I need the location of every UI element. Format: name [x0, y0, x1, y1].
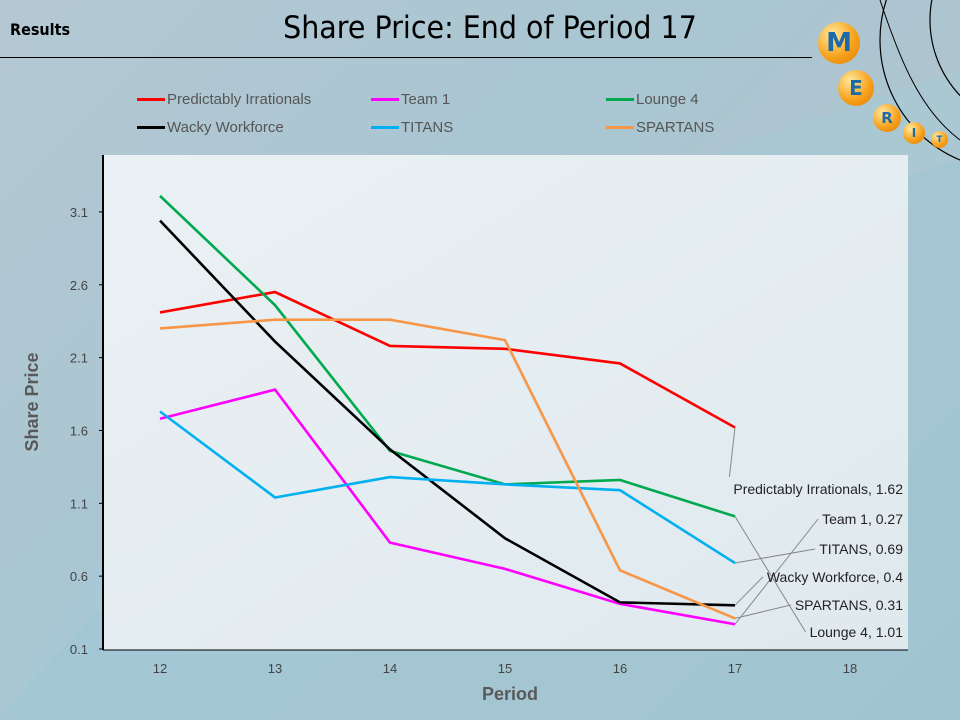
legend-item: Wacky Workforce	[137, 119, 284, 136]
y-axis-title: Share Price	[22, 352, 42, 451]
x-tick-label: 17	[728, 661, 742, 676]
legend-swatch	[606, 126, 634, 129]
legend-label: Predictably Irrationals	[167, 91, 312, 108]
legend-item: Lounge 4	[606, 91, 699, 108]
series-line-predictably-irrationals	[159, 290, 736, 429]
plot-area	[103, 155, 908, 650]
legend-swatch	[137, 126, 165, 129]
legend-label: Team 1	[401, 91, 451, 108]
series-line-team-1	[159, 388, 736, 626]
leader-line	[728, 427, 736, 478]
y-tick-label: 2.6	[70, 278, 88, 293]
x-tick-label: 13	[268, 661, 282, 676]
legend-swatch	[371, 126, 399, 129]
y-tick-label: 0.6	[70, 569, 88, 584]
legend-item: SPARTANS	[606, 119, 714, 136]
leader-line	[734, 516, 807, 633]
legend-item: TITANS	[371, 119, 453, 136]
page-title: Share Price: End of Period 17	[283, 10, 697, 46]
y-tick-label: 0.1	[70, 642, 88, 657]
logo-letter: M	[818, 22, 860, 64]
leader-line	[734, 604, 791, 619]
x-tick-label: 12	[153, 661, 167, 676]
leader-line	[734, 576, 764, 606]
series-line-spartans	[159, 318, 736, 620]
leader-line	[734, 548, 816, 564]
series-line-titans	[159, 410, 736, 565]
legend-item: Team 1	[371, 91, 450, 108]
legend-label: Lounge 4	[636, 91, 699, 108]
logo-letter: T	[931, 131, 948, 148]
legend-swatch	[371, 98, 399, 101]
legend-swatch	[137, 98, 165, 101]
legend-item: Predictably Irrationals	[137, 91, 311, 108]
data-label: SPARTANS, 0.31	[795, 597, 903, 613]
x-axis-title: Period	[482, 684, 538, 704]
x-tick-label: 16	[613, 661, 627, 676]
data-label: Wacky Workforce, 0.4	[767, 569, 903, 585]
legend-label: SPARTANS	[636, 119, 715, 136]
legend-label: TITANS	[401, 119, 454, 136]
y-tick-label: 1.6	[70, 423, 88, 438]
logo-letter: R	[873, 104, 901, 132]
data-label: Predictably Irrationals, 1.62	[733, 481, 903, 497]
y-tick-label: 2.1	[70, 351, 88, 366]
series-line-lounge-4	[159, 194, 736, 518]
data-label: TITANS, 0.69	[819, 541, 903, 557]
y-tick-label: 3.1	[70, 205, 88, 220]
x-tick-label: 18	[843, 661, 857, 676]
section-label: Results	[10, 20, 71, 39]
y-tick-label: 1.1	[70, 496, 88, 511]
x-tick-label: 14	[383, 661, 397, 676]
legend-swatch	[606, 98, 634, 101]
data-label: Team 1, 0.27	[822, 511, 903, 527]
data-label: Lounge 4, 1.01	[810, 624, 904, 640]
title-divider	[0, 57, 812, 58]
leader-line	[734, 518, 819, 625]
logo-letter: E	[838, 70, 874, 106]
logo-letter: I	[903, 122, 925, 144]
legend-label: Wacky Workforce	[167, 119, 284, 136]
x-tick-label: 15	[498, 661, 512, 676]
